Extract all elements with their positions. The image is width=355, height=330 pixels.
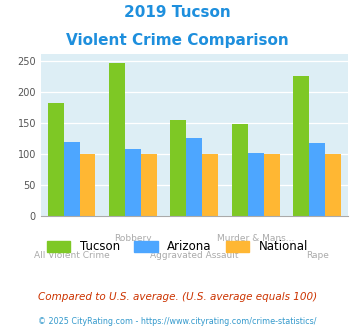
Bar bbox=[248, 153, 264, 216]
Bar bbox=[309, 143, 325, 216]
Bar bbox=[202, 154, 218, 216]
Text: 2019 Tucson: 2019 Tucson bbox=[124, 5, 231, 20]
Text: All Violent Crime: All Violent Crime bbox=[34, 251, 109, 260]
Bar bbox=[141, 154, 157, 216]
Bar bbox=[264, 154, 280, 216]
Bar bbox=[48, 103, 64, 216]
Bar bbox=[186, 138, 202, 216]
Bar bbox=[64, 142, 80, 216]
Bar bbox=[170, 120, 186, 216]
Bar bbox=[232, 124, 248, 216]
Text: Compared to U.S. average. (U.S. average equals 100): Compared to U.S. average. (U.S. average … bbox=[38, 292, 317, 302]
Bar bbox=[293, 76, 309, 216]
Text: Robbery: Robbery bbox=[114, 234, 152, 243]
Text: Aggravated Assault: Aggravated Assault bbox=[150, 251, 239, 260]
Bar bbox=[325, 154, 341, 216]
Text: Murder & Mans...: Murder & Mans... bbox=[217, 234, 294, 243]
Text: Violent Crime Comparison: Violent Crime Comparison bbox=[66, 33, 289, 48]
Text: © 2025 CityRating.com - https://www.cityrating.com/crime-statistics/: © 2025 CityRating.com - https://www.city… bbox=[38, 317, 317, 326]
Bar bbox=[80, 154, 95, 216]
Bar bbox=[125, 149, 141, 216]
Text: Rape: Rape bbox=[306, 251, 329, 260]
Bar bbox=[109, 63, 125, 216]
Legend: Tucson, Arizona, National: Tucson, Arizona, National bbox=[42, 236, 313, 258]
